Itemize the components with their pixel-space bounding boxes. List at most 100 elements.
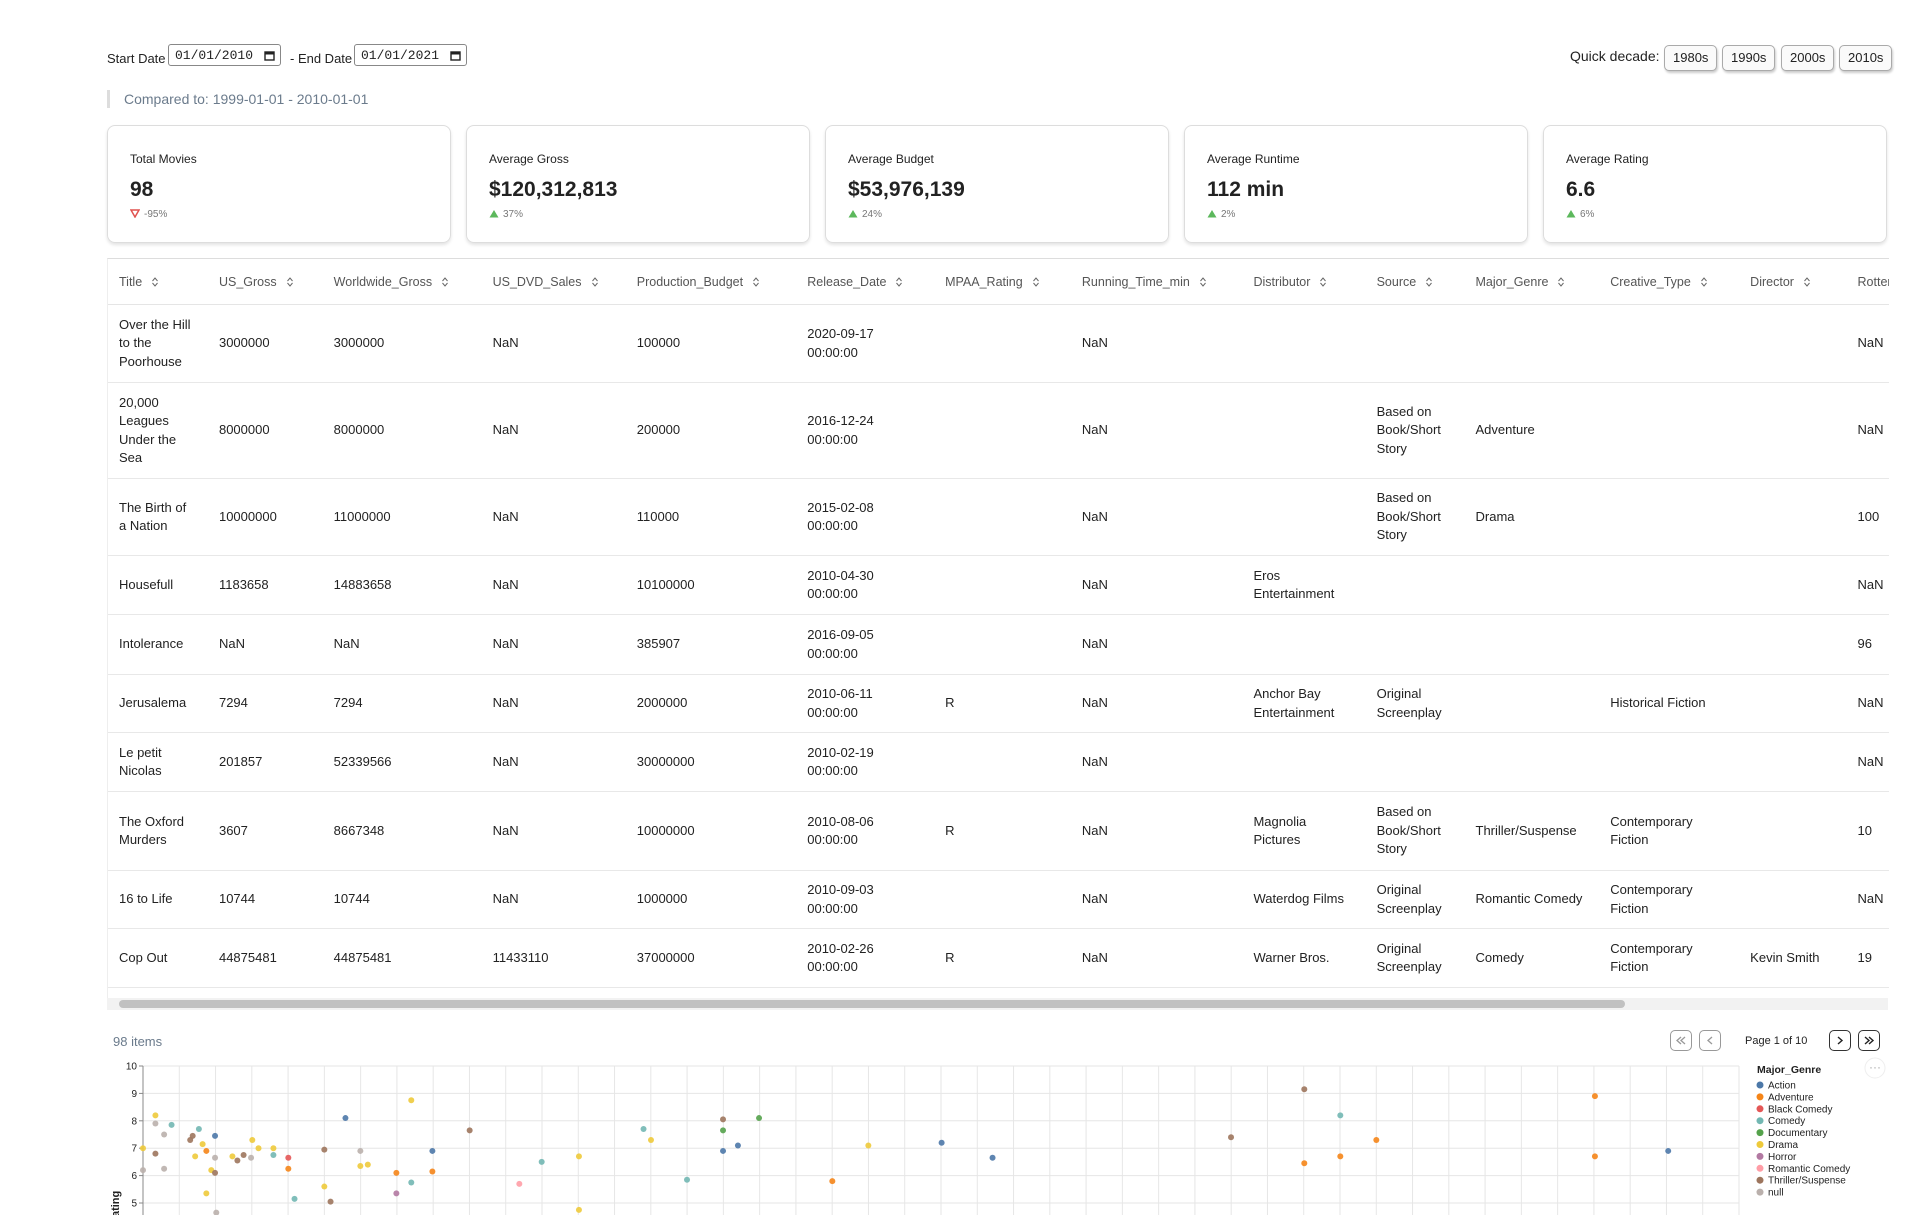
table-cell	[934, 382, 1071, 479]
scatter-point	[1591, 1093, 1598, 1100]
sort-icon	[591, 276, 598, 287]
end-date-input[interactable]: 01/01/2021	[354, 44, 467, 66]
start-date-input[interactable]: 01/01/2010	[168, 44, 281, 66]
column-header[interactable]: MPAA_Rating	[934, 259, 1071, 305]
table-cell: NaN	[1846, 674, 1889, 733]
column-header[interactable]: US_Gross	[207, 259, 323, 305]
kpi-card: Average Rating 6.6 6%	[1543, 125, 1887, 243]
table-cell: 201857	[207, 732, 323, 792]
table-cell: Drama	[1464, 478, 1600, 556]
column-title: MPAA_Rating	[945, 274, 1023, 289]
table-cell: Magnolia Pictures	[1242, 791, 1366, 871]
chart-menu-button[interactable]	[1864, 1057, 1886, 1079]
column-header[interactable]: Distributor	[1242, 259, 1366, 305]
column-header[interactable]: Major_Genre	[1464, 259, 1600, 305]
movies-table: Title US_Gross Worldwide_Gross US_DVD_Sales…	[108, 259, 1889, 988]
column-title: Source	[1376, 274, 1417, 289]
scrollbar-thumb[interactable]	[119, 1000, 1625, 1008]
decade-button[interactable]: 1980s	[1664, 45, 1718, 71]
table-cell: NaN	[322, 614, 482, 675]
table-cell: NaN	[481, 555, 626, 615]
scatter-point	[466, 1127, 473, 1134]
decade-button[interactable]: 2000s	[1781, 45, 1835, 71]
scatter-point	[575, 1206, 582, 1213]
table-cell: NaN	[1070, 732, 1243, 792]
scatter-point	[229, 1153, 236, 1160]
kpi-label: Average Rating	[1566, 152, 1649, 166]
column-header[interactable]: Director	[1739, 259, 1847, 305]
kpi-delta-value: 2%	[1221, 209, 1236, 220]
legend-label: Black Comedy	[1768, 1104, 1832, 1115]
scatter-point	[327, 1198, 334, 1205]
decade-button[interactable]: 1990s	[1722, 45, 1776, 71]
column-header[interactable]: Running_Time_min	[1070, 259, 1243, 305]
table-cell: 10744	[322, 870, 482, 929]
table-cell: 2016-12-24 00:00:00	[796, 382, 935, 479]
table-cell: 16 to Life	[108, 870, 208, 929]
column-header[interactable]: US_DVD_Sales	[481, 259, 626, 305]
table-cell: Based on Book/Short Story	[1365, 478, 1465, 556]
table-cell: NaN	[1070, 870, 1243, 929]
kpi-delta: 37%	[489, 209, 523, 220]
calendar-icon	[450, 51, 461, 61]
column-header[interactable]: Worldwide_Gross	[322, 259, 482, 305]
column-header[interactable]: Production_Budget	[625, 259, 797, 305]
table-cell: NaN	[481, 382, 626, 479]
scatter-point	[321, 1146, 328, 1153]
table-cell	[1464, 674, 1600, 733]
table-cell: 100000	[625, 304, 797, 383]
last-page-button[interactable]	[1858, 1030, 1880, 1051]
prev-page-button[interactable]	[1699, 1030, 1721, 1051]
kpi-delta-value: 37%	[503, 209, 524, 220]
column-header[interactable]: Rotten_Tomatoes_Rating	[1846, 259, 1889, 305]
table-cell: Comedy	[1464, 928, 1600, 988]
column-header[interactable]: Source	[1365, 259, 1465, 305]
table-cell: Adventure	[1464, 382, 1600, 479]
table-cell: 3000000	[207, 304, 323, 383]
scatter-point	[734, 1142, 741, 1149]
legend-swatch	[1756, 1105, 1764, 1113]
scatter-point	[408, 1097, 415, 1104]
scatter-point	[647, 1136, 654, 1143]
next-page-button[interactable]	[1829, 1030, 1851, 1051]
table-cell: Kevin Smith	[1739, 928, 1847, 988]
table-cell: 1183658	[207, 555, 323, 615]
first-page-button[interactable]	[1670, 1030, 1692, 1051]
table-cell: Jerusalema	[108, 674, 208, 733]
end-date-value: 01/01/2021	[361, 48, 440, 63]
y-axis-label: IMDB_Rating	[110, 1191, 122, 1215]
horizontal-scrollbar[interactable]	[107, 998, 1888, 1010]
table-cell: 1000000	[625, 870, 797, 929]
y-tick-label: 5	[131, 1199, 137, 1210]
table-row: Housefull 1183658 14883658 NaN 10100000 2010-…	[108, 555, 1889, 615]
column-header[interactable]: Creative_Type	[1599, 259, 1740, 305]
table-cell	[1464, 304, 1600, 383]
y-tick-label: 9	[131, 1089, 137, 1100]
scatter-point	[1665, 1147, 1672, 1154]
scatter-point	[516, 1180, 523, 1187]
table-cell: 3000000	[322, 304, 482, 383]
column-header[interactable]: Title	[108, 259, 208, 305]
table-row: Cop Out 44875481 44875481 11433110 37000000 2…	[108, 928, 1889, 988]
decade-button[interactable]: 2010s	[1839, 45, 1893, 71]
column-title: US_DVD_Sales	[492, 274, 582, 289]
table-cell	[1242, 732, 1366, 792]
kpi-delta: -95%	[129, 209, 167, 220]
table-cell	[1242, 304, 1366, 383]
legend-swatch	[1756, 1188, 1764, 1196]
scatter-point	[720, 1127, 727, 1134]
table-cell	[1739, 478, 1847, 556]
table-cell: 2010-06-11 00:00:00	[796, 674, 935, 733]
table-cell: 3607	[207, 791, 323, 871]
scatter-point	[192, 1153, 199, 1160]
sort-icon	[1700, 276, 1707, 287]
table-cell: The Birth of a Nation	[108, 478, 208, 556]
column-header[interactable]: Release_Date	[796, 259, 935, 305]
kpi-label: Average Gross	[489, 152, 569, 166]
table-cell: 8000000	[207, 382, 323, 479]
scatter-point	[684, 1176, 691, 1183]
kpi-label: Total Movies	[130, 152, 197, 166]
scatter-point	[429, 1168, 436, 1175]
calendar-icon	[264, 51, 275, 61]
